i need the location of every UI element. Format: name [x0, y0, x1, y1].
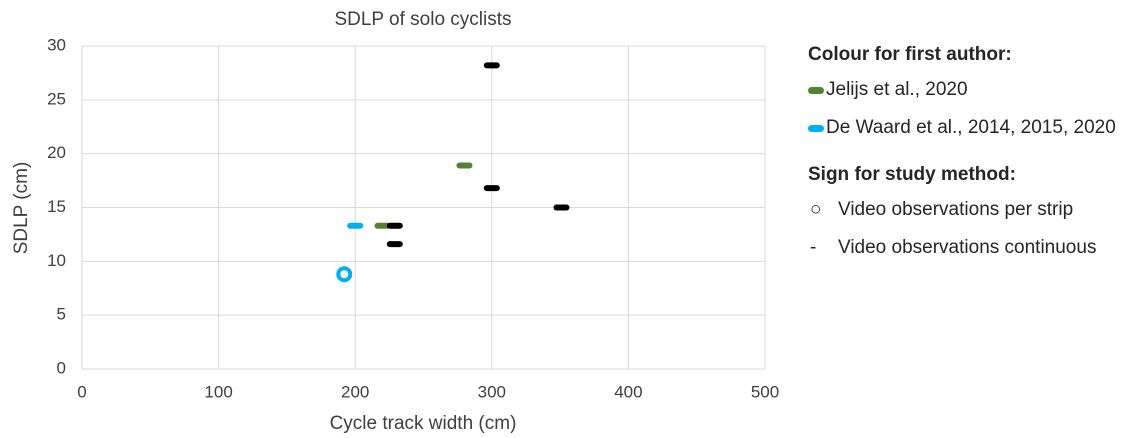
x-axis-label: Cycle track width (cm): [330, 413, 517, 434]
x-tick-label: 0: [77, 382, 86, 401]
data-point: [456, 162, 473, 169]
x-tick-label: 500: [751, 382, 779, 401]
x-tick-label: 100: [204, 382, 232, 401]
y-tick-label: 5: [57, 305, 66, 324]
chart-title: SDLP of solo cyclists: [334, 9, 511, 30]
data-point: [553, 204, 570, 211]
legend-title: Sign for study method:: [808, 164, 1016, 185]
legend-label: Jelijs et al., 2020: [826, 79, 968, 100]
x-tick-label: 200: [341, 382, 369, 401]
legend-item: ○ Video observations per strip: [808, 198, 1148, 222]
legend-items: ○ Video observations per strip - Video obse…: [808, 198, 1148, 260]
y-tick-label: 20: [47, 143, 66, 162]
legend-symbol: -: [810, 237, 817, 258]
y-tick-label: 25: [47, 89, 66, 108]
legend-item: - Video observations continuous: [808, 236, 1148, 260]
legend-title: Colour for first author:: [808, 44, 1012, 65]
x-tick-label: 400: [614, 382, 642, 401]
y-tick-label: 30: [47, 35, 66, 54]
data-point: [386, 222, 403, 229]
data-point: [483, 185, 500, 192]
legend-symbol: ○: [810, 199, 822, 220]
data-point: [483, 62, 500, 69]
data-point: [347, 222, 364, 229]
legend-label: Video observations continuous: [838, 237, 1097, 258]
legend-swatch: [808, 125, 824, 132]
data-point: [374, 222, 391, 229]
legend-swatch: [808, 87, 824, 94]
legend: Colour for first author: Jelijs et al., …: [808, 38, 1148, 274]
legend-item: Jelijs et al., 2020: [808, 78, 1148, 102]
y-tick-label: 15: [47, 197, 66, 216]
x-tick-label: 300: [478, 382, 506, 401]
data-point: [336, 266, 353, 283]
y-axis-label: SDLP (cm): [11, 162, 32, 255]
y-tick-label: 10: [47, 251, 66, 270]
chart: SDLP of solo cyclists Cycle track width …: [11, 9, 779, 434]
legend-label: Video observations per strip: [838, 199, 1074, 220]
legend-item: De Waard et al., 2014, 2015, 2020: [808, 116, 1148, 140]
data-point: [386, 241, 403, 248]
legend-label: De Waard et al., 2014, 2015, 2020: [826, 117, 1116, 138]
y-tick-label: 0: [57, 358, 66, 377]
legend-items: Jelijs et al., 2020 De Waard et al., 2014…: [808, 78, 1148, 140]
